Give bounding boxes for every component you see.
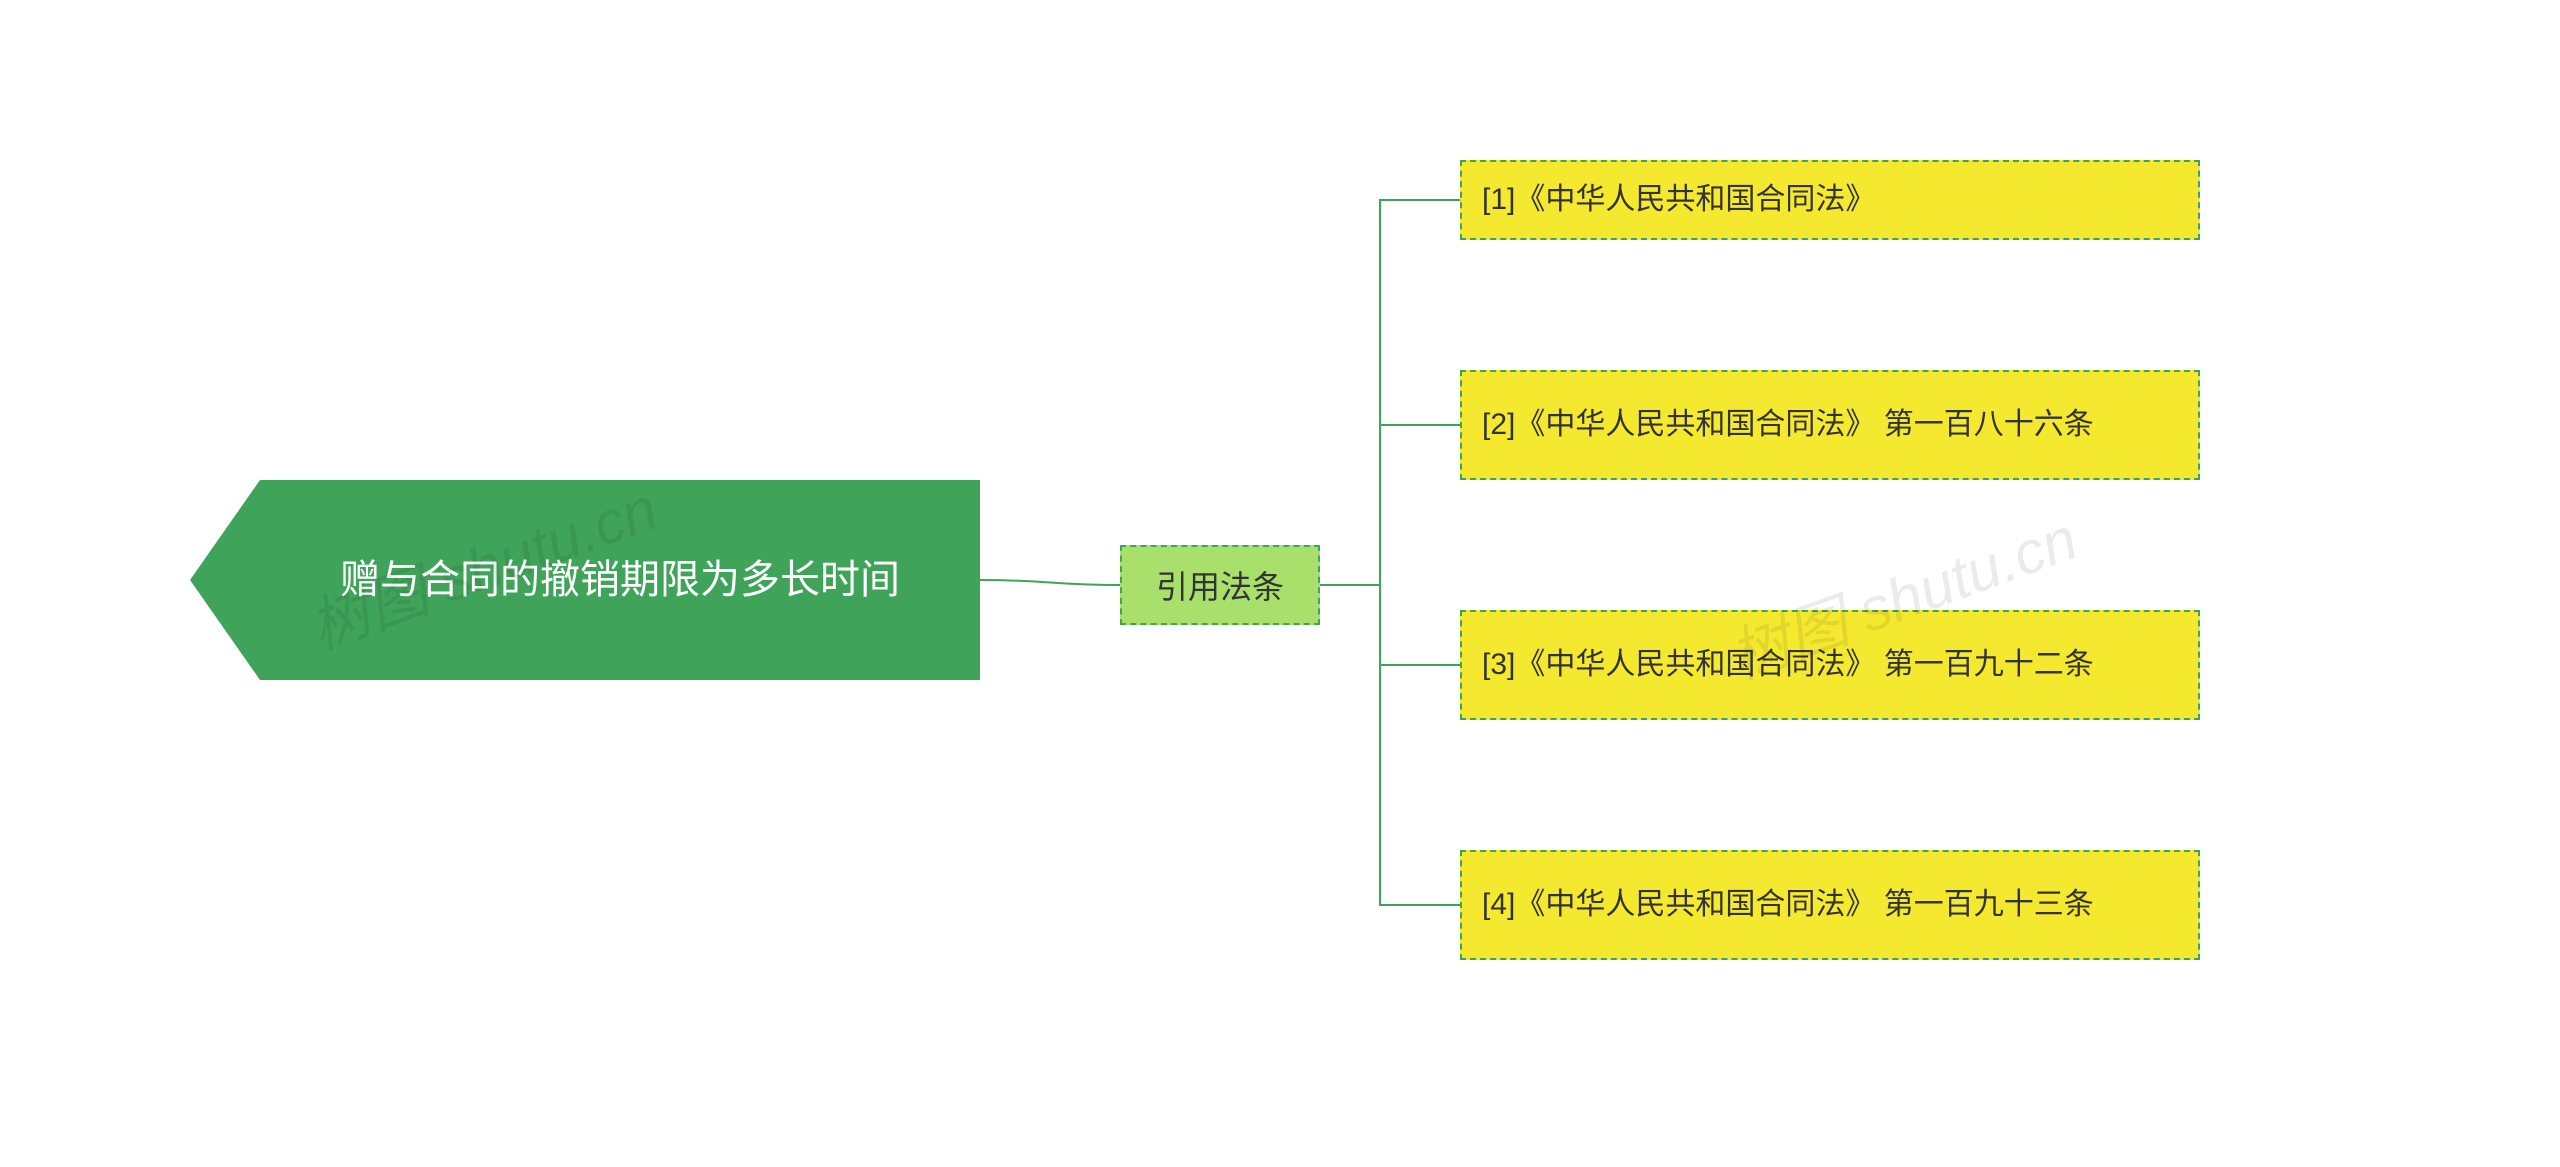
- leaf-node-3: [3]《中华人民共和国合同法》 第一百九十二条: [1460, 610, 2200, 720]
- root-node: 赠与合同的撤销期限为多长时间: [260, 480, 980, 680]
- root-node-label: 赠与合同的撤销期限为多长时间: [340, 550, 900, 610]
- connector-mid-leaf-1: [1320, 200, 1460, 585]
- connector-root-mid: [980, 580, 1120, 585]
- connector-mid-leaf-2: [1320, 425, 1460, 585]
- connector-mid-leaf-3: [1320, 585, 1460, 665]
- leaf-node-4-label: [4]《中华人民共和国合同法》 第一百九十三条: [1482, 884, 2094, 926]
- leaf-node-3-label: [3]《中华人民共和国合同法》 第一百九十二条: [1482, 644, 2094, 686]
- mid-node: 引用法条: [1120, 545, 1320, 625]
- leaf-node-4: [4]《中华人民共和国合同法》 第一百九十三条: [1460, 850, 2200, 960]
- leaf-node-1-label: [1]《中华人民共和国合同法》: [1482, 179, 1875, 221]
- leaf-node-2: [2]《中华人民共和国合同法》 第一百八十六条: [1460, 370, 2200, 480]
- leaf-node-1: [1]《中华人民共和国合同法》: [1460, 160, 2200, 240]
- connector-mid-leaf-4: [1320, 585, 1460, 905]
- mindmap-canvas: 赠与合同的撤销期限为多长时间 引用法条 [1]《中华人民共和国合同法》 [2]《…: [0, 0, 2560, 1167]
- leaf-node-2-label: [2]《中华人民共和国合同法》 第一百八十六条: [1482, 404, 2094, 446]
- mid-node-label: 引用法条: [1156, 562, 1284, 608]
